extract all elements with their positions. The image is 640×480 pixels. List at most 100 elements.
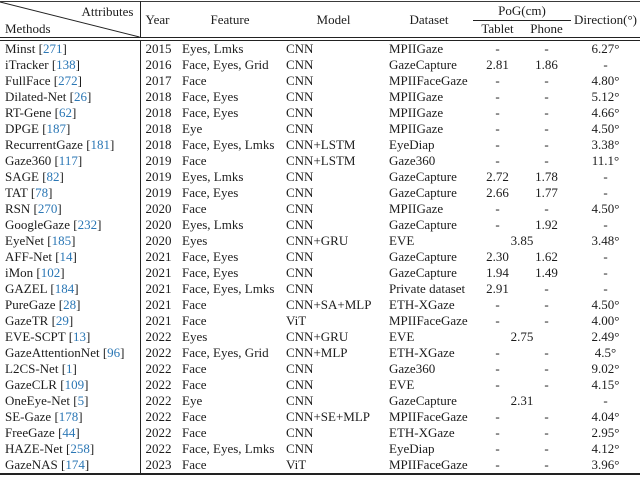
dataset-cell: Gaze360 <box>389 153 436 168</box>
feature-cell: Eye <box>182 121 203 136</box>
citation-ref[interactable]: 26 <box>73 89 87 104</box>
pog-span-cell: 2.75 <box>510 329 534 344</box>
citation-ref[interactable]: 102 <box>40 265 61 280</box>
citation-ref[interactable]: 271 <box>42 41 63 56</box>
dataset-cell: MPIIGaze <box>389 89 444 104</box>
feature-cell: Eyes, Lmks <box>182 41 244 56</box>
dataset-cell: MPIIGaze <box>389 41 444 56</box>
citation-ref[interactable]: 178 <box>58 409 79 424</box>
table-row: RSN [270] 2020 Face CNN MPIIGaze - - 4.50° <box>0 201 640 217</box>
model-cell: CNN <box>286 425 314 440</box>
feature-cell: Eye <box>182 393 203 408</box>
method-name: RT-Gene <box>5 105 52 120</box>
citation-ref[interactable]: 78 <box>35 185 49 200</box>
citation-ref[interactable]: 174 <box>65 457 85 472</box>
model-cell: CNN <box>286 41 314 56</box>
model-cell: CNN+LSTM <box>286 137 356 152</box>
citation-ref[interactable]: 232 <box>77 217 98 232</box>
pog-tablet-cell: - <box>495 297 500 312</box>
citation-ref[interactable]: 13 <box>73 329 87 344</box>
feature-cell: Face <box>182 201 207 216</box>
pog-span-cell: 2.31 <box>510 393 534 408</box>
citation-ref[interactable]: 117 <box>58 153 78 168</box>
year-cell: 2021 <box>145 297 172 312</box>
citation-ref[interactable]: 187 <box>46 121 67 136</box>
model-cell: CNN <box>286 393 314 408</box>
model-cell: CNN <box>286 201 314 216</box>
citation-ref[interactable]: 138 <box>56 57 76 72</box>
table-row: GazeTR [29] 2021 Face ViT MPIIFaceGaze - - 4.00… <box>0 313 640 329</box>
citation-ref[interactable]: 5 <box>77 393 85 408</box>
pog-tablet-cell: 2.81 <box>486 57 509 72</box>
method-cell: GazeCLR [109] <box>0 377 141 393</box>
method-cell: Minst [271] <box>0 39 141 57</box>
feature-cell: Face, Eyes, Grid <box>182 345 269 360</box>
dataset-cell: GazeCapture <box>389 217 457 232</box>
citation-ref[interactable]: 270 <box>37 201 58 216</box>
col-header-tablet: Tablet <box>473 20 522 41</box>
col-header-feature: Feature <box>178 1 282 41</box>
dataset-cell: MPIIFaceGaze <box>389 457 468 472</box>
citation-ref[interactable]: 258 <box>70 441 90 456</box>
year-cell: 2022 <box>145 377 172 392</box>
year-cell: 2022 <box>145 345 172 360</box>
feature-cell: Eyes <box>182 233 208 248</box>
pog-tablet-cell: 2.91 <box>486 281 509 296</box>
pog-phone-cell: - <box>544 137 549 152</box>
method-cell: L2CS-Net [1] <box>0 361 141 377</box>
dataset-cell: GazeCapture <box>389 185 457 200</box>
model-cell: CNN <box>286 281 314 296</box>
citation-ref[interactable]: 28 <box>63 297 77 312</box>
citation-ref[interactable]: 181 <box>90 137 111 152</box>
direction-cell: 3.96° <box>591 457 620 472</box>
direction-cell: - <box>603 281 608 296</box>
feature-cell: Face <box>182 457 207 472</box>
col-header-pog: PoG(cm) <box>473 1 572 21</box>
model-cell: CNN <box>286 217 314 232</box>
citation-ref[interactable]: 62 <box>59 105 72 120</box>
citation-ref[interactable]: 185 <box>51 233 72 248</box>
citation-ref[interactable]: 44 <box>62 425 76 440</box>
direction-cell: 4.80° <box>591 73 620 88</box>
model-cell: ViT <box>286 313 307 328</box>
direction-cell: 4.15° <box>591 377 620 392</box>
citation-ref[interactable]: 82 <box>46 169 60 184</box>
direction-cell: - <box>603 185 608 200</box>
dataset-cell: GazeCapture <box>389 265 457 280</box>
corner-methods-label: Methods <box>5 20 51 36</box>
direction-cell: 4.50° <box>591 121 620 136</box>
citation-ref[interactable]: 96 <box>107 345 121 360</box>
pog-tablet-cell: - <box>495 409 500 424</box>
method-name: EyeNet <box>5 233 44 248</box>
citation-ref[interactable]: 272 <box>58 73 78 88</box>
method-cell: EVE-SCPT [13] <box>0 329 141 345</box>
citation-ref[interactable]: 184 <box>54 281 75 296</box>
dataset-cell: EVE <box>389 377 415 392</box>
table-row: PureGaze [28] 2021 Face CNN+SA+MLP ETH-XGaze… <box>0 297 640 313</box>
feature-cell: Face, Eyes <box>182 185 239 200</box>
method-cell: Dilated-Net [26] <box>0 89 141 105</box>
feature-cell: Face <box>182 361 207 376</box>
pog-tablet-cell: - <box>495 457 500 472</box>
pog-tablet-cell: - <box>495 89 500 104</box>
method-cell: RecurrentGaze [181] <box>0 137 141 153</box>
direction-cell: - <box>603 217 608 232</box>
direction-cell: 4.66° <box>591 105 620 120</box>
pog-phone-cell: - <box>544 121 549 136</box>
method-name: HAZE-Net <box>5 441 63 456</box>
feature-cell: Face <box>182 313 207 328</box>
citation-ref[interactable]: 14 <box>59 249 73 264</box>
dataset-cell: Gaze360 <box>389 361 436 376</box>
citation-ref[interactable]: 1 <box>66 361 73 376</box>
direction-cell: - <box>603 169 608 184</box>
dataset-cell: MPIIGaze <box>389 105 444 120</box>
pog-tablet-cell: - <box>495 313 500 328</box>
method-name: GazeNAS <box>5 457 58 472</box>
citation-ref[interactable]: 29 <box>55 313 69 328</box>
table-row: RT-Gene [62] 2018 Face, Eyes CNN MPIIGaze - - 4… <box>0 105 640 121</box>
year-cell: 2018 <box>145 121 172 136</box>
method-cell: GoogleGaze [232] <box>0 217 141 233</box>
feature-cell: Eyes, Lmks <box>182 169 244 184</box>
model-cell: CNN <box>286 57 314 72</box>
citation-ref[interactable]: 109 <box>64 377 85 392</box>
